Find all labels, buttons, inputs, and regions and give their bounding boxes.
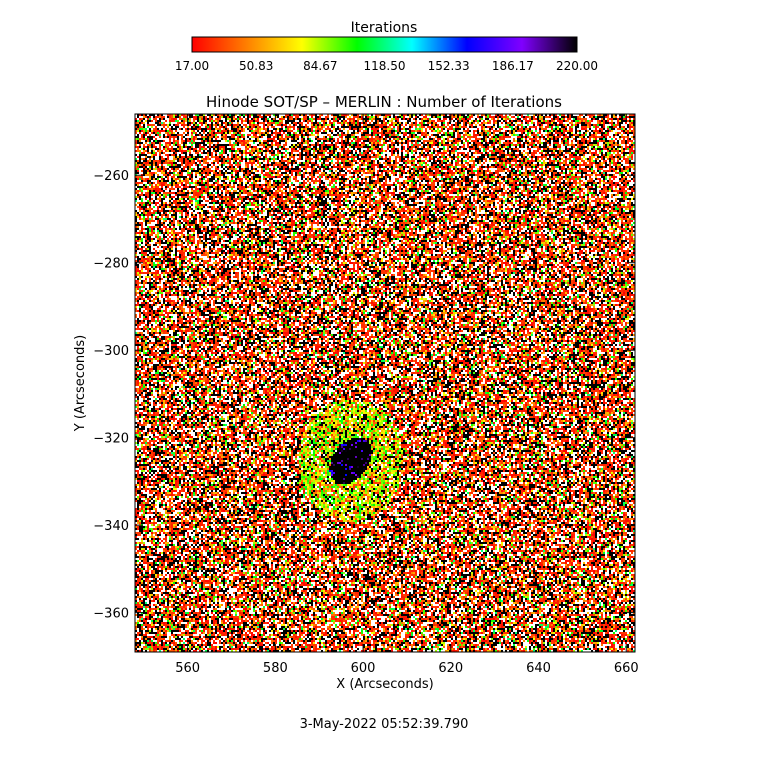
y-tick-label: −280 — [93, 257, 129, 272]
x-axis-label: X (Arcseconds) — [336, 677, 433, 692]
colorbar-title: Iterations — [351, 20, 418, 36]
x-tick-label: 640 — [526, 661, 551, 676]
timestamp: 3-May-2022 05:52:39.790 — [300, 717, 469, 732]
x-tick-label: 660 — [614, 661, 639, 676]
x-tick-label: 580 — [263, 661, 288, 676]
colorbar — [191, 36, 578, 53]
colorbar-tick-label: 84.67 — [303, 59, 337, 73]
x-tick-label: 560 — [175, 661, 200, 676]
y-axis-label: Y (Arcseconds) — [73, 335, 88, 432]
y-tick-label: −260 — [93, 169, 129, 184]
x-tick-label: 620 — [438, 661, 463, 676]
colorbar-ticks: 17.00 50.83 84.67 118.50 152.33 186.17 220.00 — [175, 59, 598, 73]
colorbar-tick-label: 118.50 — [364, 59, 406, 73]
colorbar-tick-label: 50.83 — [239, 59, 273, 73]
colorbar-tick-label: 220.00 — [556, 59, 598, 73]
x-tick-label: 600 — [351, 661, 376, 676]
y-tick-label: −340 — [93, 519, 129, 534]
y-tick-label: −300 — [93, 344, 129, 359]
colorbar-tick-label: 17.00 — [175, 59, 209, 73]
heatmap-image — [135, 114, 635, 652]
y-axis-ticks: −260 −280 −300 −320 −340 −360 — [93, 169, 635, 622]
colorbar-tick-label: 186.17 — [492, 59, 534, 73]
colorbar-tick-label: 152.33 — [428, 59, 470, 73]
y-tick-label: −360 — [93, 607, 129, 622]
y-tick-label: −320 — [93, 432, 129, 447]
chart-title: Hinode SOT/SP – MERLIN : Number of Itera… — [206, 93, 562, 111]
plot-frame — [134, 113, 636, 653]
x-axis-ticks: 560 580 600 620 640 660 — [175, 114, 639, 676]
